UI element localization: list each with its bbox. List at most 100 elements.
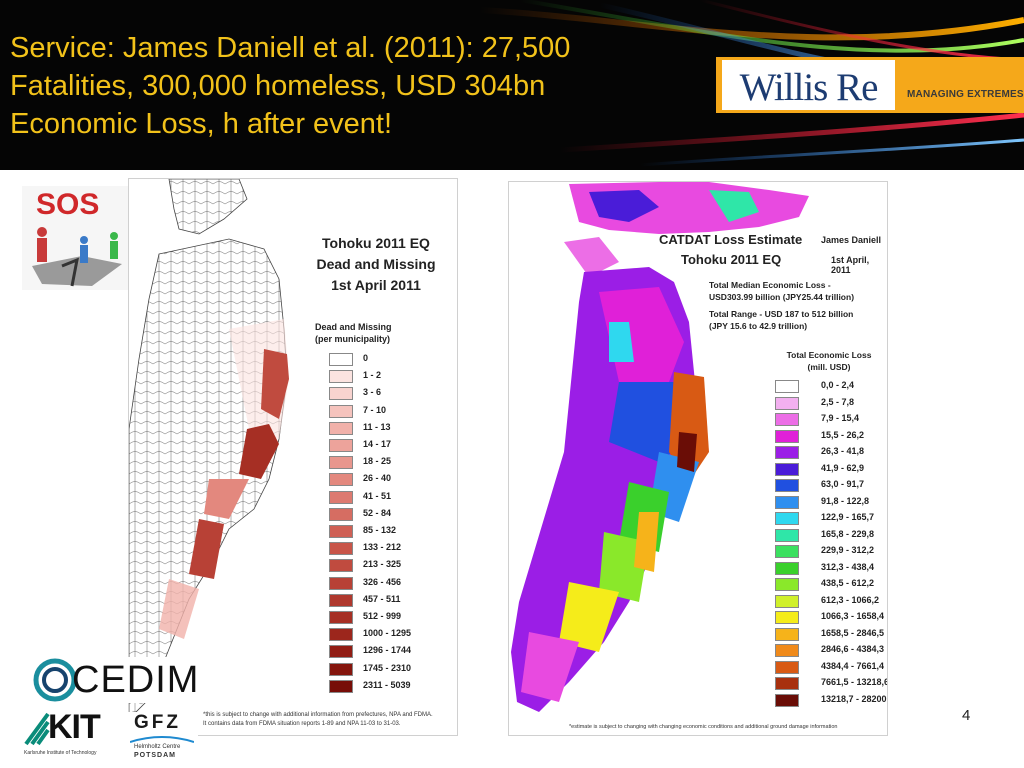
loss-legend-title: Total Economic Loss (mill. USD): [779, 349, 879, 373]
loss-legend-item: 438,5 - 612,2: [775, 578, 885, 591]
loss-info-line-4: (JPY 15.6 to 42.9 trillion): [709, 321, 808, 331]
dead-legend-swatch: [329, 456, 353, 470]
loss-legend: 0,0 - 2,4 2,5 - 7,8 7,9 - 15,4 15,5 - 26,2 2…: [775, 380, 888, 720]
dead-legend-label: 85 - 132: [363, 525, 397, 535]
dead-legend-item: 1000 - 1295: [329, 628, 449, 642]
dead-legend: 0 1 - 2 3 - 6 7 - 10 11 - 13 14 - 17 18 - 25 26…: [329, 353, 449, 693]
loss-legend-label: 2,5 - 7,8: [821, 396, 855, 407]
loss-legend-label: 229,9 - 312,2: [821, 545, 875, 555]
loss-legend-label: 15,5 - 26,2: [821, 429, 865, 440]
loss-legend-label: 438,5 - 612,2: [821, 578, 875, 588]
loss-legend-item: 2846,6 - 4384,3: [775, 644, 885, 657]
loss-legend-item: 2,5 - 7,8: [775, 396, 885, 410]
loss-legend-swatch: [775, 446, 799, 459]
loss-legend-item: 7661,5 - 13218,6: [775, 677, 888, 690]
dead-legend-item: 18 - 25: [329, 456, 449, 470]
slide-title-line-3: Economic Loss, h after event!: [10, 108, 393, 140]
dead-legend-swatch: [329, 525, 353, 538]
loss-legend-item: 41,9 - 62,9: [775, 462, 885, 476]
dead-legend-label: 1 - 2: [363, 370, 382, 381]
dead-legend-label: 133 - 212: [363, 542, 402, 553]
loss-legend-item: 0,0 - 2,4: [775, 380, 885, 393]
loss-legend-label: 0,0 - 2,4: [821, 380, 855, 390]
dead-legend-label: 3 - 6: [363, 387, 382, 398]
dead-legend-swatch: [329, 421, 353, 435]
dead-legend-swatch: [329, 404, 353, 418]
loss-legend-item: 4384,4 - 7661,4: [775, 660, 885, 674]
dead-legend-item: 85 - 132: [329, 525, 449, 538]
dead-legend-label: 18 - 25: [363, 456, 392, 467]
dead-legend-swatch: [329, 679, 353, 693]
dead-footnote-line-2: It contains data from FDMA situation rep…: [203, 721, 401, 727]
loss-legend-title-line-1: Total Economic Loss: [786, 350, 872, 360]
sos-image: SOS: [22, 186, 130, 290]
loss-legend-item: 1658,5 - 2846,5: [775, 627, 885, 641]
dead-legend-swatch: [329, 662, 353, 676]
loss-map-date: 1st April, 2011: [831, 255, 870, 275]
loss-legend-item: 13218,7 - 28200,0: [775, 693, 888, 707]
dead-legend-item: 1745 - 2310: [329, 662, 449, 676]
loss-legend-swatch: [775, 512, 799, 525]
sos-label: SOS: [36, 188, 100, 221]
loss-legend-label: 1658,5 - 2846,5: [821, 627, 885, 638]
dead-legend-label: 457 - 511: [363, 593, 401, 604]
dead-legend-label: 1000 - 1295: [363, 628, 412, 639]
loss-footnote: *estimate is subject to changing with ch…: [569, 724, 838, 730]
gfz-subtitle-2: POTSDAM: [134, 752, 176, 759]
loss-legend-swatch: [775, 644, 799, 657]
dead-legend-swatch: [329, 490, 353, 504]
loss-legend-label: 13218,7 - 28200,0: [821, 693, 888, 704]
dead-legend-item: 1 - 2: [329, 370, 449, 384]
dead-map-title-line-3: 1st April 2011: [331, 277, 421, 293]
loss-legend-item: 7,9 - 15,4: [775, 413, 885, 426]
dead-legend-item: 1296 - 1744: [329, 645, 449, 659]
dead-legend-item: 3 - 6: [329, 387, 449, 401]
kit-wordmark: KIT: [48, 708, 101, 746]
loss-legend-label: 312,3 - 438,4: [821, 561, 875, 572]
slide-title-line-1: Service: James Daniell et al. (2011): 27…: [10, 32, 571, 64]
loss-legend-swatch: [775, 528, 799, 542]
loss-legend-swatch: [775, 578, 799, 591]
willis-re-wordmark: Willis Re: [739, 66, 879, 109]
loss-legend-label: 26,3 - 41,8: [821, 446, 865, 456]
loss-legend-label: 7,9 - 15,4: [821, 413, 860, 423]
cedim-logo: CEDIM: [32, 657, 198, 703]
dead-legend-label: 213 - 325: [363, 559, 402, 570]
dead-legend-swatch: [329, 473, 353, 487]
dead-legend-label: 7 - 10: [363, 404, 387, 415]
dead-legend-label: 0: [363, 353, 369, 363]
loss-legend-label: 2846,6 - 4384,3: [821, 644, 885, 654]
dead-legend-swatch: [329, 645, 353, 659]
loss-legend-swatch: [775, 429, 799, 443]
dead-legend-label: 11 - 13: [363, 421, 391, 432]
page-number: 4: [962, 707, 971, 724]
loss-legend-swatch: [775, 380, 799, 393]
dead-legend-item: 2311 - 5039: [329, 679, 449, 693]
dead-legend-label: 26 - 40: [363, 473, 392, 484]
dead-legend-item: 52 - 84: [329, 507, 449, 521]
dead-legend-label: 2311 - 5039: [363, 679, 411, 690]
loss-legend-swatch: [775, 561, 799, 575]
loss-legend-swatch: [775, 627, 799, 641]
dead-legend-item: 326 - 456: [329, 576, 449, 590]
dead-map-title-line-1: Tohoku 2011 EQ: [322, 235, 430, 251]
loss-legend-swatch: [775, 677, 799, 690]
loss-map-title-line-2: Tohoku 2011 EQ: [681, 252, 782, 267]
dead-legend-swatch: [329, 507, 353, 521]
loss-legend-item: 312,3 - 438,4: [775, 561, 885, 575]
loss-legend-item: 1066,3 - 1658,4: [775, 611, 885, 624]
loss-legend-label: 7661,5 - 13218,6: [821, 677, 888, 687]
dead-map-title: Tohoku 2011 EQ Dead and Missing 1st Apri…: [301, 233, 451, 296]
dead-legend-item: 11 - 13: [329, 421, 449, 435]
dead-footnote-line-1: *this is subject to change with addition…: [203, 712, 433, 718]
loss-legend-item: 229,9 - 312,2: [775, 545, 885, 558]
gfz-logo: GFZ Helmholtz Centre POTSDAM: [128, 712, 198, 762]
loss-legend-label: 612,3 - 1066,2: [821, 594, 880, 605]
dead-missing-map-panel: Tohoku 2011 EQ Dead and Missing 1st Apri…: [128, 178, 458, 736]
dead-legend-swatch: [329, 542, 353, 556]
loss-legend-label: 122,9 - 165,7: [821, 512, 875, 522]
willis-re-tagline: MANAGING EXTREMES: [907, 89, 1024, 100]
loss-legend-item: 612,3 - 1066,2: [775, 594, 885, 608]
loss-legend-swatch: [775, 462, 799, 476]
slide-header: Service: James Daniell et al. (2011): 27…: [0, 0, 1024, 170]
